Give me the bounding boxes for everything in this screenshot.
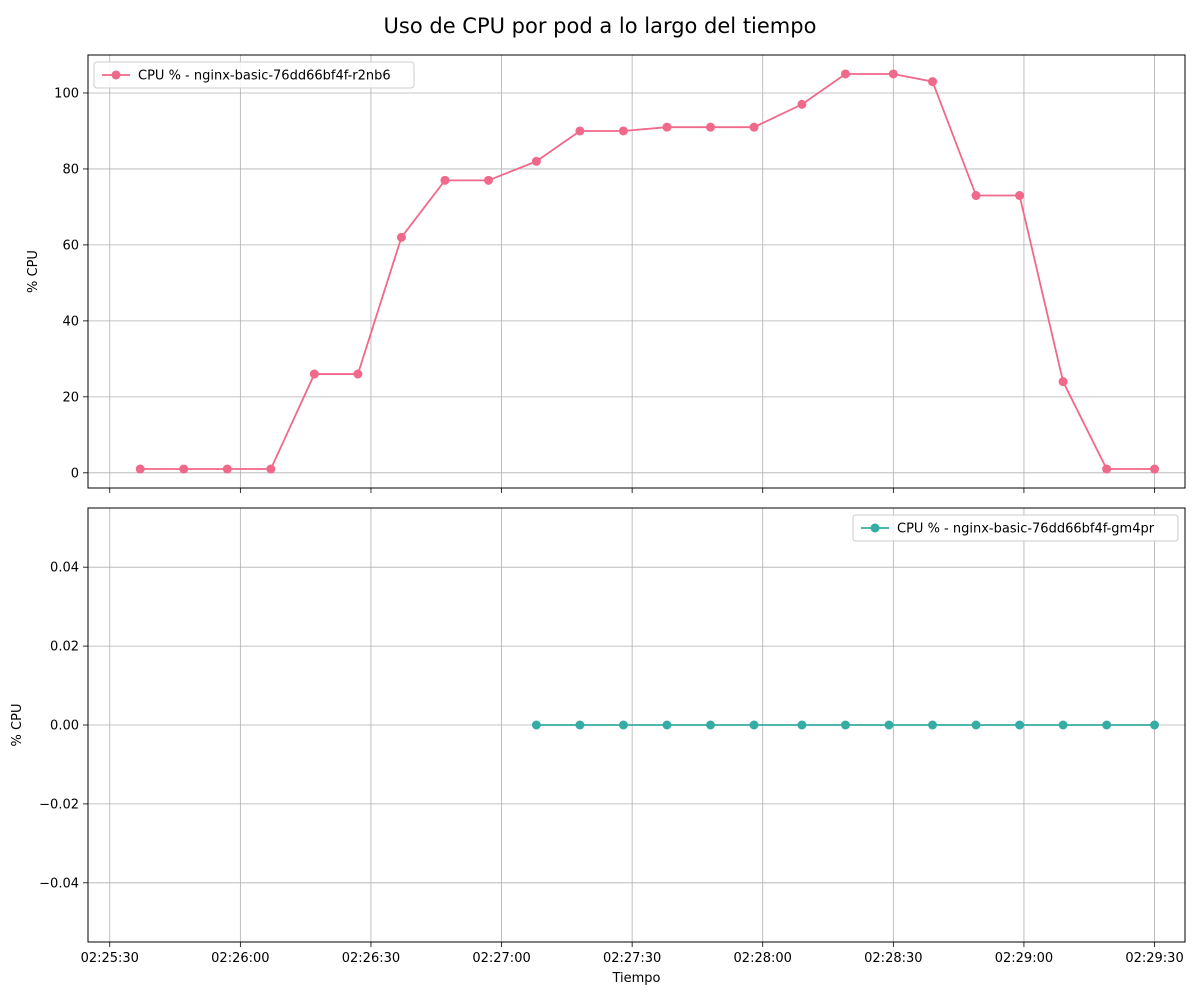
x-tick-label: 02:29:00: [995, 951, 1053, 966]
data-point: [797, 99, 807, 109]
data-point: [575, 126, 585, 136]
y-tick-label: −0.04: [39, 876, 79, 891]
data-point: [884, 720, 894, 730]
axes-frame: [87, 54, 1186, 489]
data-point: [483, 175, 493, 185]
data-point: [222, 464, 232, 474]
x-tick-label: 02:25:30: [81, 951, 139, 966]
x-axis-label: Tiempo: [611, 971, 660, 986]
legend-box: [852, 514, 1179, 542]
y-tick-label: 0.04: [50, 561, 79, 576]
x-tick-label: 02:27:00: [472, 951, 530, 966]
data-point: [1015, 191, 1025, 201]
data-point: [797, 720, 807, 730]
legend-label: CPU % - nginx-basic-76dd66bf4f-r2nb6: [138, 69, 391, 84]
series-line: [140, 73, 1155, 470]
y-tick-label: 80: [62, 162, 79, 177]
figure-title: Uso de CPU por pod a lo largo del tiempo: [383, 14, 817, 38]
data-point: [1015, 720, 1025, 730]
y-tick-label: 0: [71, 466, 79, 481]
data-point: [662, 122, 672, 132]
legend-label: CPU % - nginx-basic-76dd66bf4f-gm4pr: [897, 522, 1155, 537]
data-point: [1150, 464, 1160, 474]
data-point: [135, 464, 145, 474]
data-point: [928, 720, 938, 730]
x-tick-label: 02:27:30: [603, 951, 661, 966]
y-tick-label: −0.02: [39, 797, 79, 812]
x-tick-label: 02:28:30: [864, 951, 922, 966]
data-point: [353, 369, 363, 379]
data-point: [531, 156, 541, 166]
y-tick-label: 20: [62, 390, 79, 405]
x-tick-label: 02:28:00: [734, 951, 792, 966]
plot-area-1: [88, 55, 1185, 488]
y-tick-label: 100: [54, 86, 79, 101]
data-point: [1058, 720, 1068, 730]
data-point: [840, 69, 850, 79]
data-point: [618, 126, 628, 136]
y-axis-label: % CPU: [10, 704, 25, 747]
data-point: [749, 122, 759, 132]
data-point: [928, 77, 938, 87]
data-point: [888, 69, 898, 79]
data-point: [309, 369, 319, 379]
axes-frame: [87, 507, 1186, 943]
data-point: [706, 122, 716, 132]
data-point: [971, 191, 981, 201]
data-point: [662, 720, 672, 730]
data-point: [618, 720, 628, 730]
y-tick-label: 60: [62, 238, 79, 253]
legend-marker: [111, 70, 121, 80]
legend-marker: [870, 523, 880, 533]
x-tick-label: 02:29:30: [1125, 951, 1183, 966]
data-point: [396, 232, 406, 242]
data-point: [179, 464, 189, 474]
data-point: [1102, 464, 1112, 474]
data-point: [840, 720, 850, 730]
data-point: [971, 720, 981, 730]
y-tick-label: 0.02: [50, 640, 79, 655]
data-point: [531, 720, 541, 730]
data-point: [1102, 720, 1112, 730]
data-point: [749, 720, 759, 730]
x-tick-label: 02:26:30: [342, 951, 400, 966]
data-point: [575, 720, 585, 730]
y-tick-label: 0.00: [50, 719, 79, 734]
data-point: [706, 720, 716, 730]
x-tick-label: 02:26:00: [211, 951, 269, 966]
y-axis-label: % CPU: [26, 250, 41, 293]
y-tick-label: 40: [62, 314, 79, 329]
data-point: [1058, 377, 1068, 387]
data-point: [1150, 720, 1160, 730]
data-point: [440, 175, 450, 185]
data-point: [266, 464, 276, 474]
legend-box: [93, 61, 415, 89]
